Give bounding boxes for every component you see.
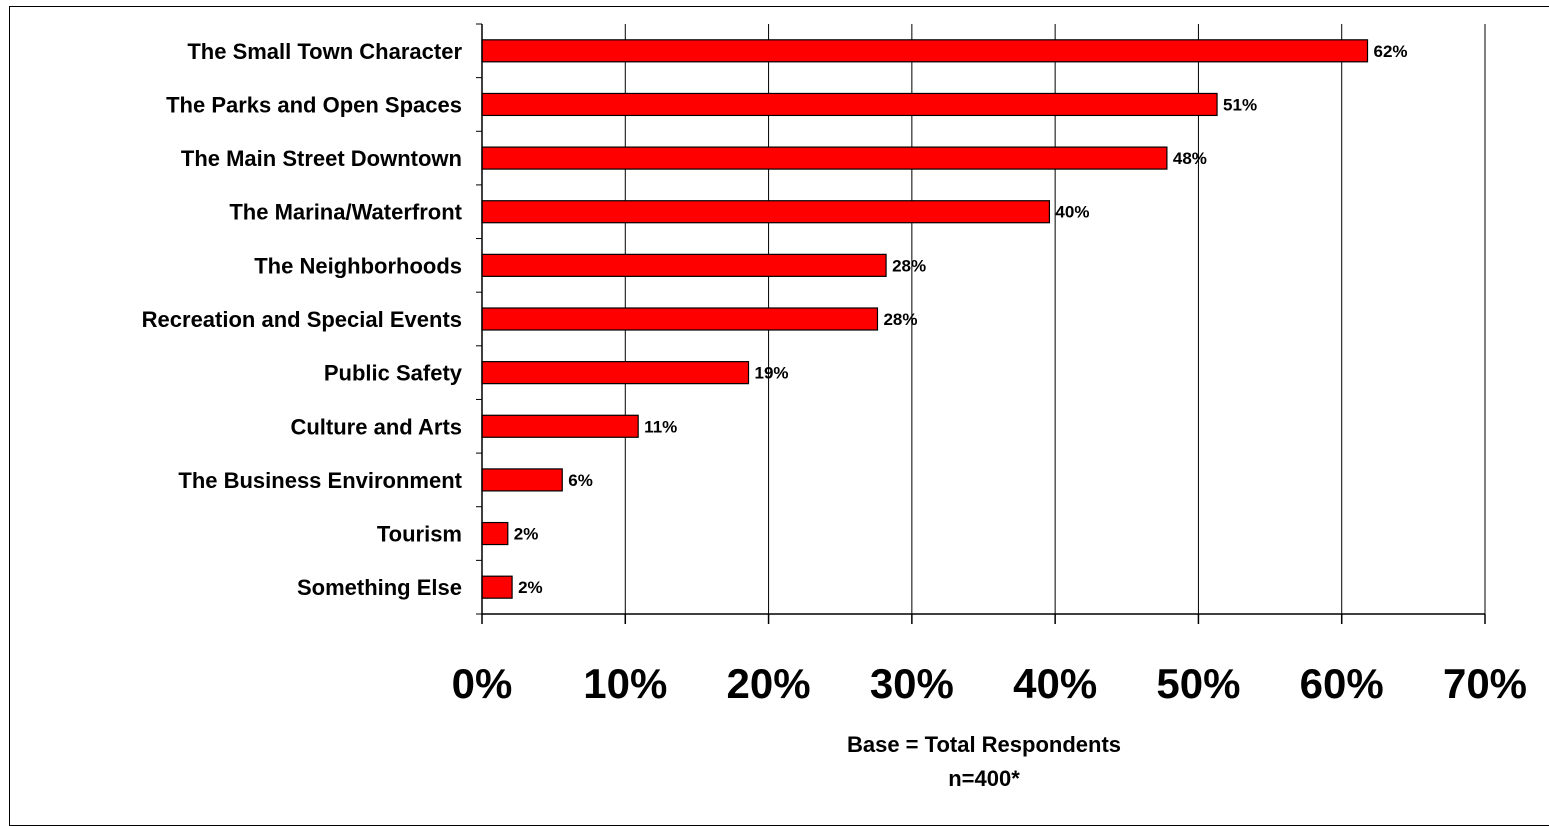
category-label: Culture and Arts <box>290 414 462 439</box>
value-label: 48% <box>1173 149 1207 168</box>
bar <box>481 521 509 546</box>
category-label: Public Safety <box>324 361 463 386</box>
bar <box>481 575 513 599</box>
x-tick-label: 20% <box>727 660 811 707</box>
category-label: The Neighborhoods <box>254 253 462 278</box>
category-label: The Small Town Character <box>187 39 462 64</box>
x-tick-label: 70% <box>1443 660 1527 707</box>
category-label: Tourism <box>377 522 462 547</box>
x-tick-label: 60% <box>1300 660 1384 707</box>
bar <box>481 307 879 331</box>
value-label: 6% <box>568 471 593 490</box>
value-label: 62% <box>1374 42 1408 61</box>
category-label: The Main Street Downtown <box>181 146 462 171</box>
category-label: The Marina/Waterfront <box>229 200 462 225</box>
bar <box>481 146 1168 170</box>
bar <box>481 92 1218 117</box>
value-label: 19% <box>755 364 789 383</box>
value-label: 51% <box>1223 95 1257 114</box>
x-tick-label: 0% <box>452 660 513 707</box>
base-note: Base = Total Respondents <box>847 732 1121 757</box>
value-label: 2% <box>514 525 539 544</box>
bar <box>481 200 1051 224</box>
category-label: The Business Environment <box>178 468 462 493</box>
axes <box>476 23 1486 624</box>
category-label: The Parks and Open Spaces <box>166 92 462 117</box>
x-tick-label: 40% <box>1013 660 1097 707</box>
sample-size-note: n=400* <box>948 766 1020 791</box>
bar <box>481 253 887 277</box>
category-label: Something Else <box>297 575 462 600</box>
x-tick-label: 30% <box>870 660 954 707</box>
bar <box>481 39 1369 63</box>
value-label: 11% <box>644 417 677 436</box>
x-tick-label: 50% <box>1156 660 1240 707</box>
value-label: 40% <box>1055 203 1089 222</box>
bar <box>481 468 563 492</box>
bar <box>481 361 750 385</box>
value-label: 2% <box>518 578 543 597</box>
category-label: Recreation and Special Events <box>142 307 462 332</box>
value-label: 28% <box>892 256 926 275</box>
labels: 62% The Small Town Character 51% The Parks … <box>142 39 1527 707</box>
x-tick-label: 10% <box>583 660 667 707</box>
bar <box>481 414 639 438</box>
bars <box>481 39 1369 599</box>
value-label: 28% <box>883 310 917 329</box>
